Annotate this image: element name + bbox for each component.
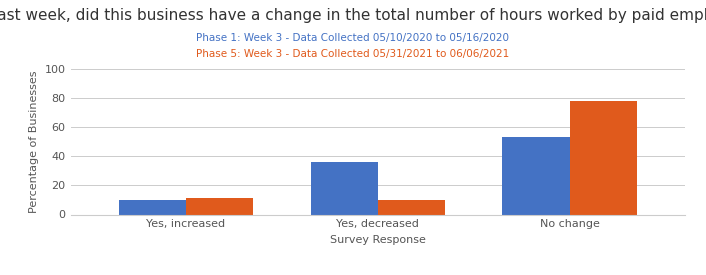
Y-axis label: Percentage of Businesses: Percentage of Businesses (29, 70, 40, 213)
Text: Phase 5: Week 3 - Data Collected 05/31/2021 to 06/06/2021: Phase 5: Week 3 - Data Collected 05/31/2… (196, 50, 510, 59)
Bar (503, 137, 570, 214)
Text: In the last week, did this business have a change in the total number of hours w: In the last week, did this business have… (0, 8, 706, 23)
Bar (186, 199, 253, 214)
Bar (311, 162, 378, 214)
Bar (119, 200, 186, 214)
Text: Phase 1: Week 3 - Data Collected 05/10/2020 to 05/16/2020: Phase 1: Week 3 - Data Collected 05/10/2… (196, 33, 510, 43)
X-axis label: Survey Response: Survey Response (330, 235, 426, 245)
Bar (378, 200, 445, 214)
Bar (570, 101, 637, 214)
